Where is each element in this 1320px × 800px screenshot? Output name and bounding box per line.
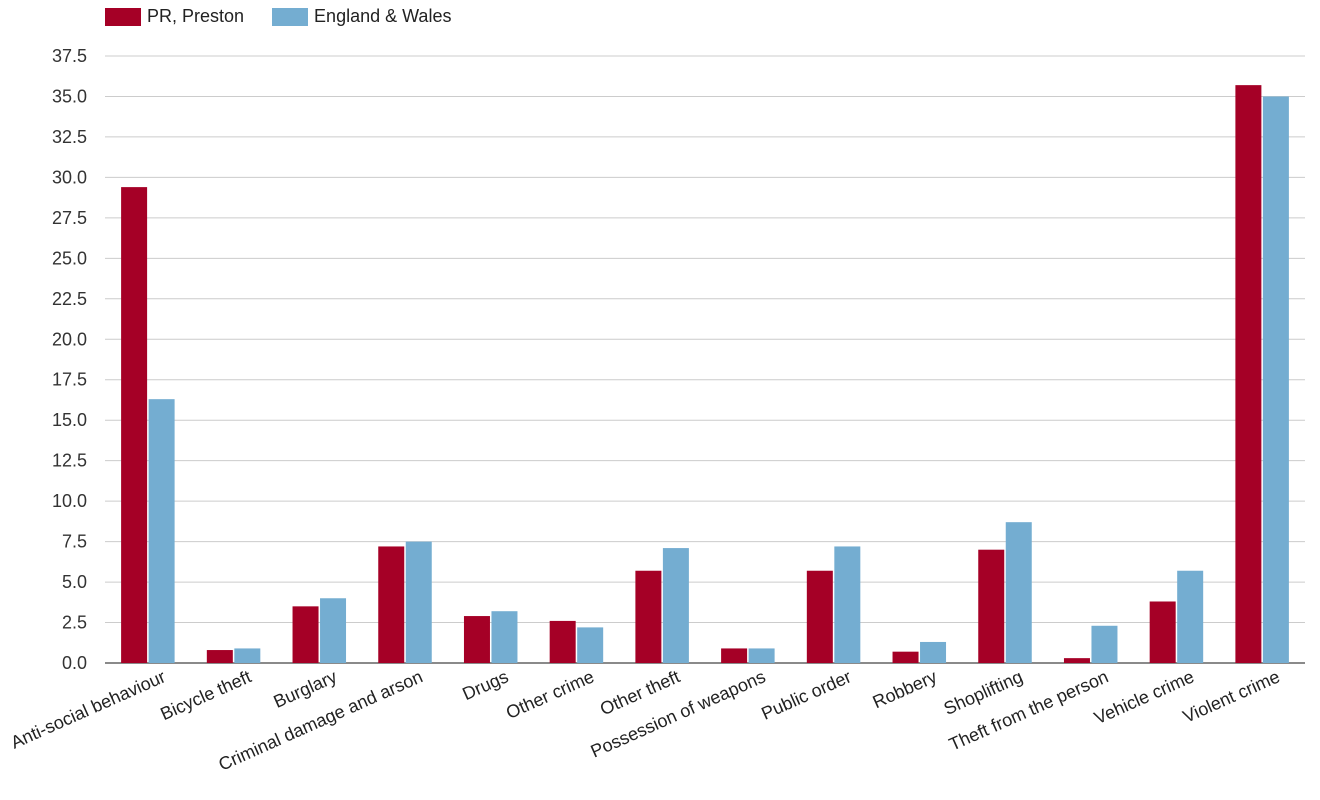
x-category-label: Public order (758, 666, 854, 723)
y-tick-label: 7.5 (62, 532, 87, 552)
bar-england-wales (1091, 625, 1118, 663)
bar-england-wales (320, 598, 347, 663)
bar-england-wales (748, 648, 775, 663)
y-tick-label: 12.5 (52, 451, 87, 471)
x-category-label: Bicycle theft (157, 666, 254, 724)
y-tick-label: 30.0 (52, 167, 87, 187)
x-category-label: Drugs (459, 666, 511, 704)
bar-england-wales (1005, 522, 1032, 663)
bar-england-wales (491, 611, 518, 663)
bar-preston (1063, 658, 1090, 663)
bar-preston (978, 549, 1005, 663)
x-category-label: Violent crime (1180, 666, 1283, 726)
y-tick-label: 5.0 (62, 572, 87, 592)
bar-england-wales (834, 546, 861, 663)
y-tick-label: 15.0 (52, 410, 87, 430)
bar-preston (892, 651, 919, 663)
bar-preston (378, 546, 405, 663)
x-category-label: Robbery (870, 666, 940, 712)
y-tick-label: 2.5 (62, 613, 87, 633)
y-tick-label: 20.0 (52, 329, 87, 349)
bar-preston (721, 648, 748, 663)
y-tick-label: 35.0 (52, 86, 87, 106)
bar-preston (806, 570, 833, 663)
y-tick-label: 25.0 (52, 248, 87, 268)
legend-item-england-wales: England & Wales (272, 6, 451, 27)
legend: PR, Preston England & Wales (105, 6, 479, 27)
bar-england-wales (920, 641, 947, 663)
y-tick-label: 17.5 (52, 370, 87, 390)
x-category-label: Anti-social behaviour (8, 666, 169, 752)
bar-preston (206, 650, 233, 663)
bar-preston (549, 620, 576, 663)
bar-preston (635, 570, 662, 663)
y-tick-label: 37.5 (52, 46, 87, 66)
legend-swatch-england-wales (272, 7, 309, 26)
bar-preston (1149, 601, 1176, 663)
bar-england-wales (1262, 96, 1289, 663)
bar-england-wales (577, 627, 604, 663)
bar-england-wales (234, 648, 261, 663)
y-tick-label: 22.5 (52, 289, 87, 309)
bar-england-wales (662, 548, 689, 663)
bar-england-wales (405, 541, 432, 663)
y-tick-label: 32.5 (52, 127, 87, 147)
bar-preston (463, 616, 490, 663)
y-tick-label: 10.0 (52, 491, 87, 511)
y-tick-label: 0.0 (62, 653, 87, 673)
bar-preston (121, 187, 148, 663)
x-category-label: Other crime (503, 666, 597, 723)
legend-label-preston: PR, Preston (147, 6, 245, 26)
y-tick-label: 27.5 (52, 208, 87, 228)
x-category-label: Theft from the person (946, 666, 1111, 754)
bar-england-wales (148, 399, 175, 663)
legend-item-preston: PR, Preston (105, 6, 244, 27)
bar-preston (292, 606, 319, 663)
bar-preston (1235, 85, 1262, 664)
legend-swatch-preston (105, 7, 141, 26)
bar-england-wales (1177, 570, 1204, 663)
legend-label-england-wales: England & Wales (314, 6, 452, 26)
